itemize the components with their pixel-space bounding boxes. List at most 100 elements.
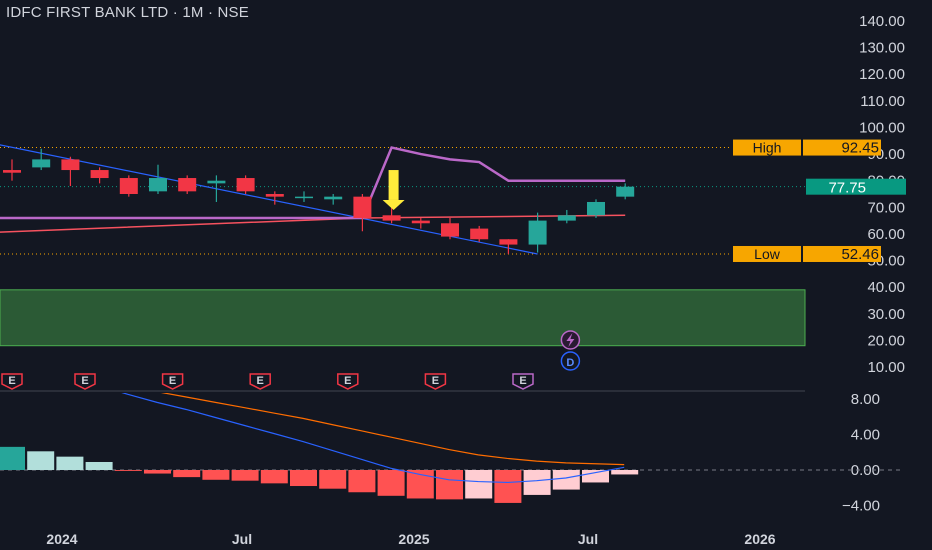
earnings-marker-shape <box>74 373 96 390</box>
earnings-marker-letter: E <box>169 375 176 387</box>
candle <box>382 207 401 224</box>
macd-histogram-bar <box>202 470 230 480</box>
candle-body <box>90 170 109 179</box>
price-tick-label: 130.00 <box>859 40 905 57</box>
candle-body <box>411 220 430 224</box>
candle <box>90 167 109 184</box>
candle-body <box>207 180 226 184</box>
macd-histogram-bar <box>348 470 376 493</box>
candle-body <box>557 215 576 221</box>
macd-histogram-bar <box>0 446 25 470</box>
yellow-arrow-head <box>382 199 405 210</box>
candle-body <box>324 196 343 200</box>
earnings-marker: E <box>161 373 184 390</box>
candle <box>265 191 284 205</box>
macd-histogram-bar <box>173 470 201 478</box>
high-label-value-bg <box>803 139 881 156</box>
earnings-marker-letter: E <box>519 375 526 387</box>
candle <box>587 199 605 218</box>
candle <box>178 175 197 194</box>
macd-histogram-bar <box>319 470 347 489</box>
candle <box>324 194 343 205</box>
last-price-bg <box>806 178 906 195</box>
candle <box>207 175 226 202</box>
high-label-text: High <box>753 140 782 156</box>
earnings-marker-letter: E <box>432 375 439 387</box>
candle <box>470 225 489 242</box>
candle <box>499 239 518 254</box>
candle <box>61 156 80 187</box>
macd-histogram-bar <box>114 470 142 471</box>
dividend-marker <box>560 351 581 371</box>
candle <box>528 212 547 253</box>
macd-histogram-bar <box>552 470 580 490</box>
candle-body <box>178 178 197 192</box>
low-label: Low 52.46 <box>733 245 881 263</box>
time-axis-label: 2026 <box>744 531 775 547</box>
price-tick-label: 70.00 <box>867 199 905 216</box>
time-axis-label: 2024 <box>46 531 77 547</box>
macd-histogram-bar <box>231 470 259 481</box>
candle-body <box>149 178 167 192</box>
candle-body <box>382 215 401 221</box>
time-axis-label: 2025 <box>398 531 429 547</box>
earnings-marker: E <box>1 373 23 390</box>
earnings-marker: E <box>337 373 359 390</box>
earnings-marker: E <box>424 373 447 390</box>
earnings-marker-shape <box>249 373 271 390</box>
candle <box>32 148 51 171</box>
earnings-marker-letter: E <box>344 375 351 387</box>
price-tick-label: 20.00 <box>867 332 905 349</box>
support-zone <box>0 289 806 347</box>
candle-body <box>236 178 255 192</box>
earnings-marker-shape <box>1 373 23 390</box>
price-tick-label: 140.00 <box>859 13 905 30</box>
last-price-value: 77.75 <box>828 180 866 197</box>
macd-histogram-bar <box>56 456 84 470</box>
earnings-marker: E <box>249 373 271 390</box>
earnings-marker-letter: E <box>81 375 88 387</box>
time-axis-label: Jul <box>578 531 598 547</box>
low-label-value: 52.46 <box>841 246 879 263</box>
earnings-marker-shape <box>337 373 359 390</box>
candle <box>119 175 138 197</box>
time-axis-label: Jul <box>232 531 252 547</box>
price-tick-label: 10.00 <box>867 359 905 376</box>
candle-body <box>470 228 489 240</box>
macd-histogram-bar <box>523 470 551 495</box>
macd-tick-label: −4.00 <box>842 498 880 515</box>
macd-histogram-bar <box>85 461 113 470</box>
candle <box>616 183 635 200</box>
earnings-marker-letter: E <box>8 375 15 387</box>
high-label-value: 92.45 <box>841 140 879 157</box>
price-tick-label: 120.00 <box>859 66 905 83</box>
macd-histogram-bar <box>260 470 288 484</box>
macd-histogram-bar <box>27 451 55 470</box>
candle-body <box>587 201 605 216</box>
symbol-title: IDFC FIRST BANK LTD · 1M · NSE <box>6 4 249 21</box>
candle <box>3 159 21 181</box>
trendline <box>0 144 538 255</box>
candle <box>149 164 167 194</box>
macd-histogram-bar <box>611 470 639 475</box>
candle-body <box>353 196 372 218</box>
low-label-bg <box>733 245 801 262</box>
candle <box>441 217 459 240</box>
macd-tick-label: 8.00 <box>851 391 880 408</box>
candle <box>236 175 255 194</box>
low-label-value-bg <box>803 245 881 262</box>
candle <box>557 209 576 224</box>
candle-body <box>119 178 138 194</box>
price-tick-label: 100.00 <box>859 119 905 136</box>
lightning-icon <box>566 333 575 347</box>
yellow-arrow-shaft <box>388 170 399 200</box>
price-tick-label: 60.00 <box>867 226 905 243</box>
candle <box>353 194 372 232</box>
candle-body <box>616 186 635 197</box>
price-tick-label: 110.00 <box>860 93 905 110</box>
macd-histogram-bar <box>144 470 171 474</box>
signal-line <box>160 393 625 466</box>
macd-histogram-bar <box>494 470 522 503</box>
